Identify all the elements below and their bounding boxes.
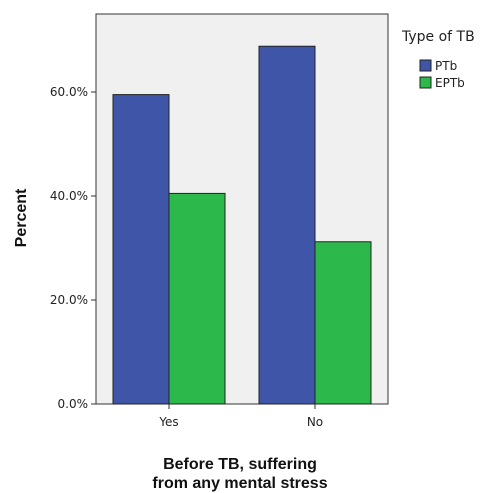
y-axis: 0.0% 20.0% 40.0% 60.0% [50,85,96,411]
legend-title: Type of TB [401,29,475,45]
bar-eptb-yes [168,192,226,405]
bar-ptb-no [258,45,316,405]
bar-eptb-no [314,241,372,405]
legend-swatch-eptb [419,76,432,89]
legend-label-ptb: PTb [435,59,457,73]
legend-items: PTb EPTb [419,59,465,90]
x-axis-title-line-1: Before TB, suffering [163,456,317,473]
bar-ptb-yes [112,94,170,405]
y-tick-label: 20.0% [50,293,88,307]
legend-swatch-ptb [419,59,432,72]
y-tick-label: 40.0% [50,189,88,203]
x-tick-label: Yes [158,415,178,429]
x-tick-label: No [307,415,323,429]
legend-label-eptb: EPTb [435,76,465,90]
x-axis-title-line-2: from any mental stress [152,475,327,492]
y-axis-title: Percent [13,188,30,247]
y-tick-label: 60.0% [50,85,88,99]
bars [112,45,372,405]
x-axis: Yes No [158,404,323,429]
y-tick-label: 0.0% [58,397,89,411]
legend: Type of TB PTb EPTb [401,29,475,90]
